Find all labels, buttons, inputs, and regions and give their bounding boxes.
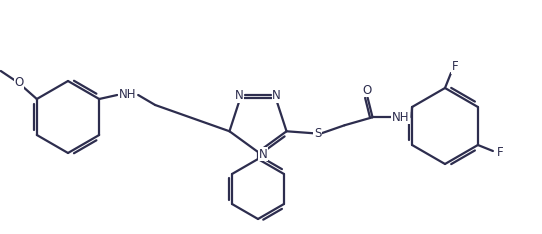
Text: NH: NH [118,88,136,102]
Text: NH: NH [392,111,409,124]
Text: O: O [14,77,23,89]
Text: F: F [496,146,503,160]
Text: O: O [362,84,371,97]
Text: N: N [259,147,267,161]
Text: F: F [451,61,459,73]
Text: S: S [314,127,321,140]
Text: N: N [272,89,281,102]
Text: N: N [235,89,244,102]
